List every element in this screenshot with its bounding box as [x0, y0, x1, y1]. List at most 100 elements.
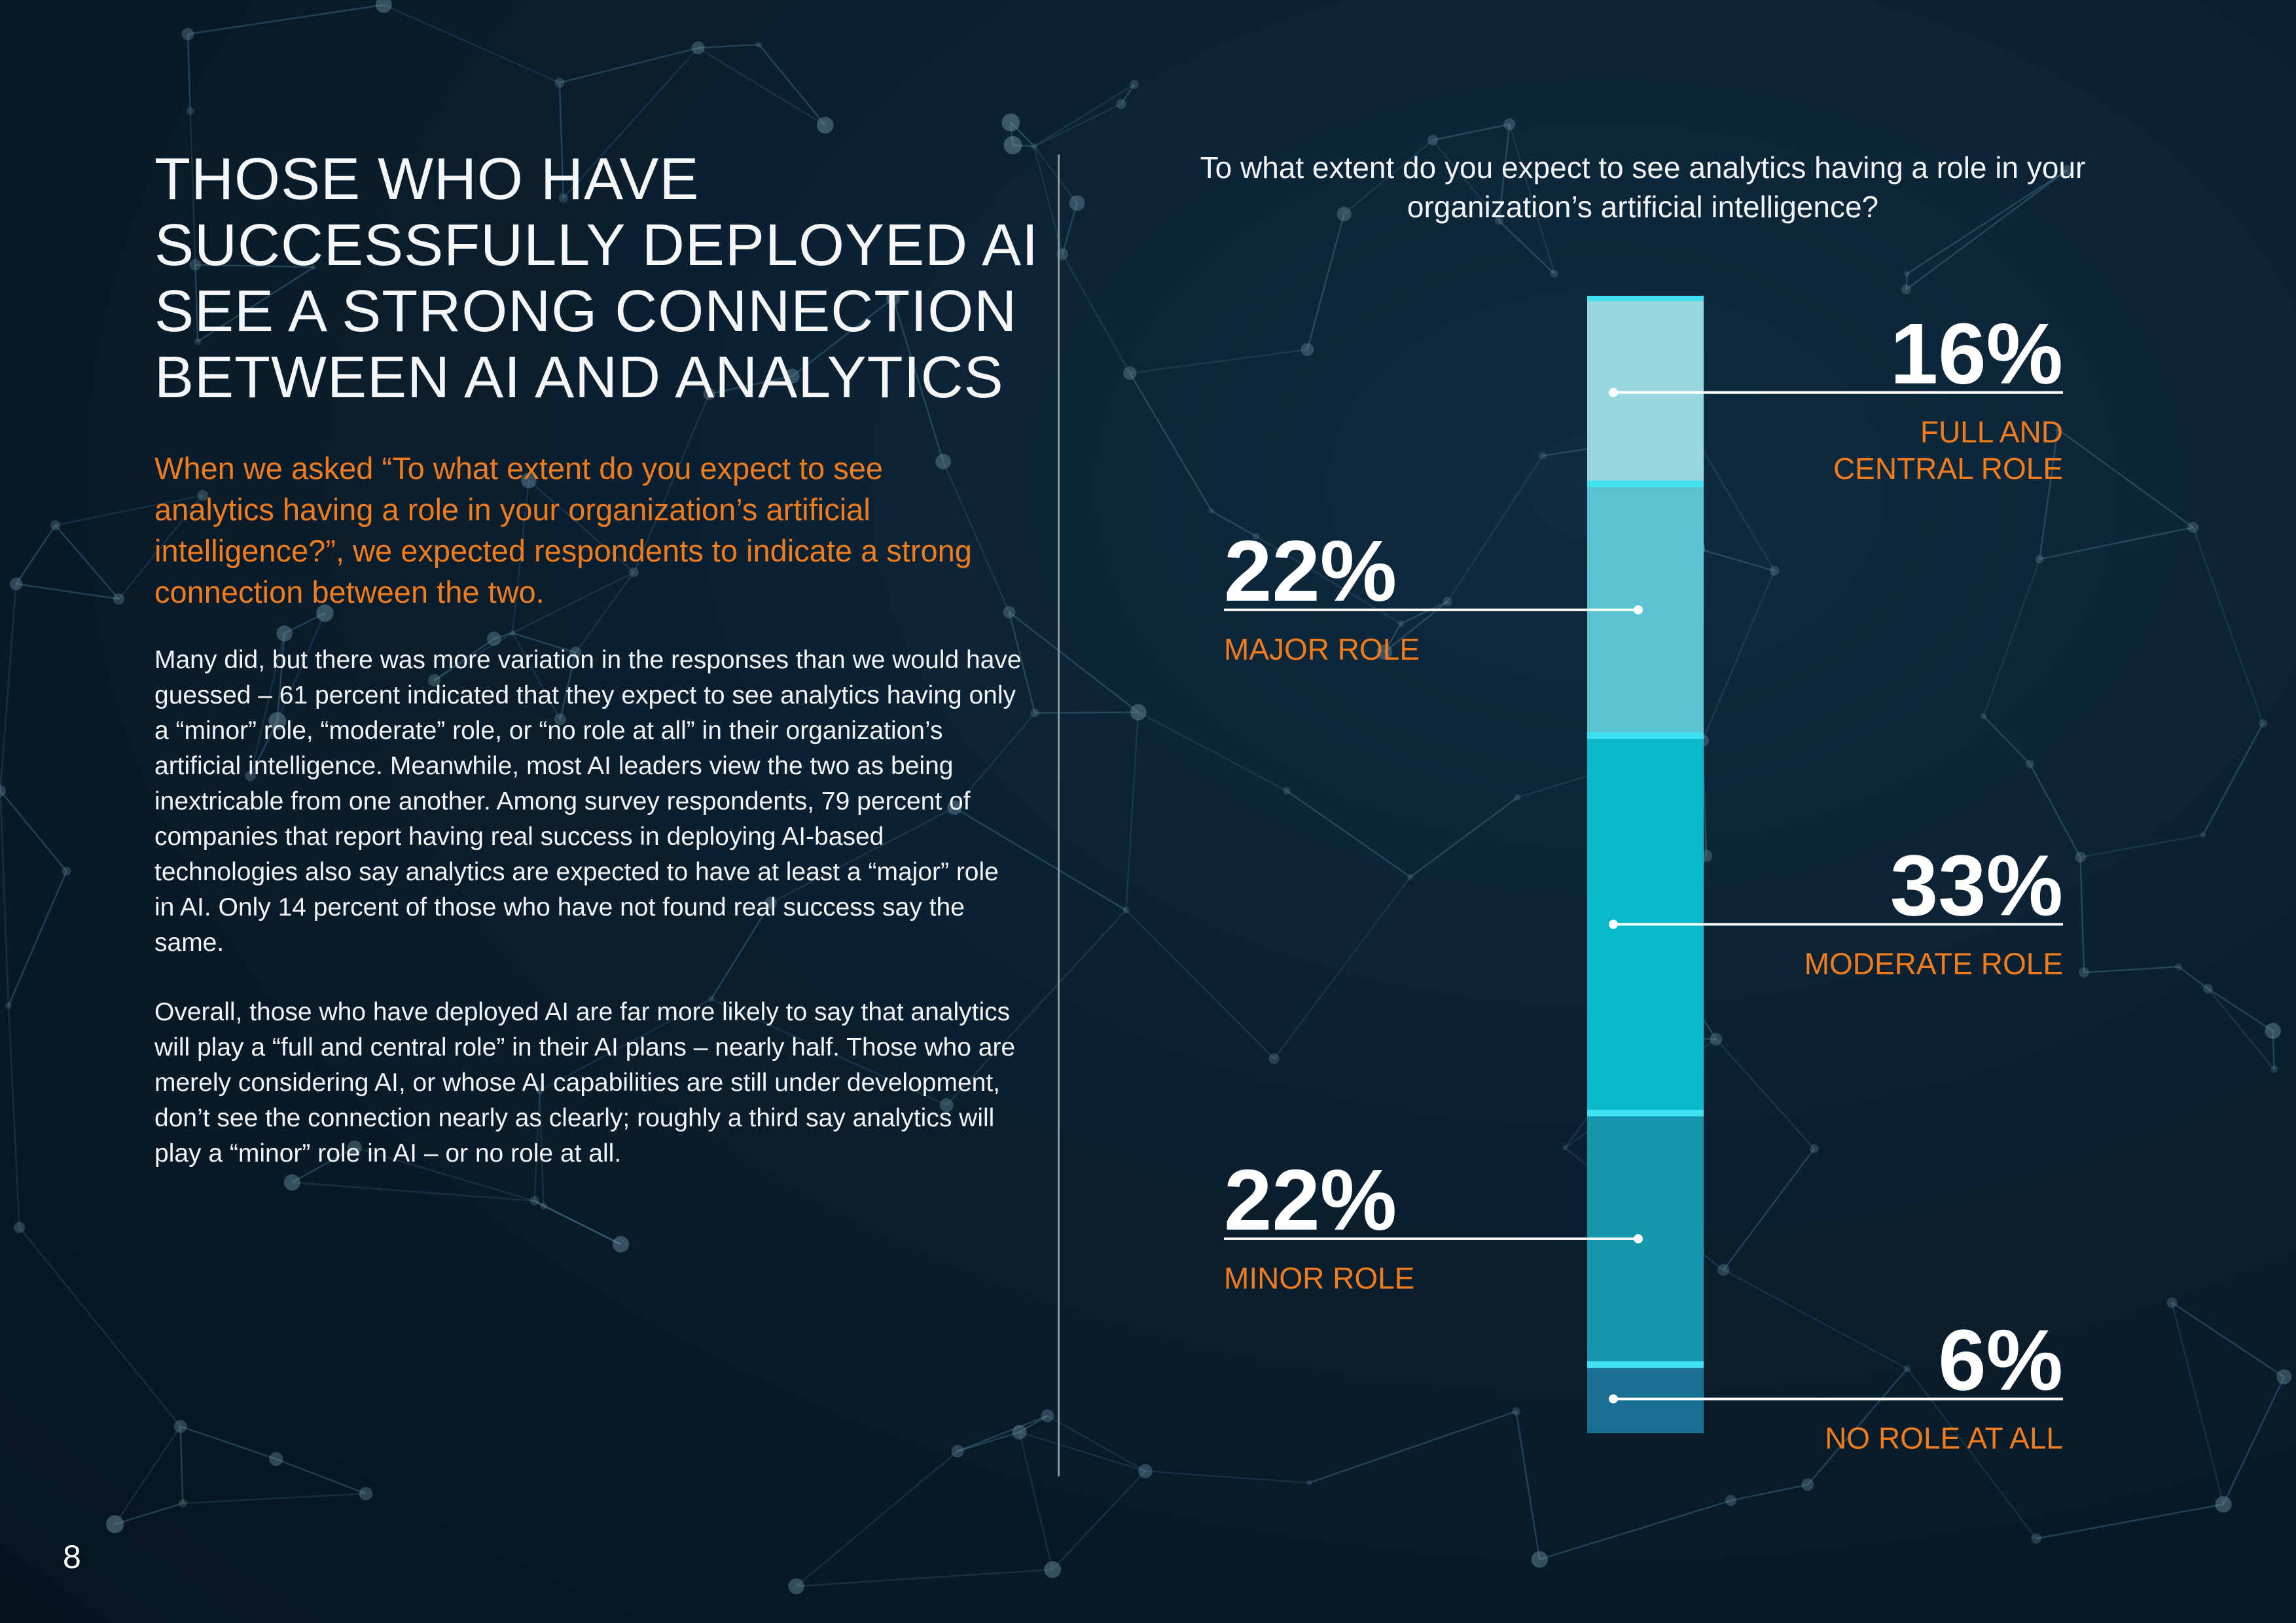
network-line: [1905, 169, 2068, 291]
network-node: [9, 577, 23, 591]
network-node: [189, 259, 202, 271]
value-label-moderate-role: 33%: [1890, 837, 2063, 933]
network-node: [521, 473, 537, 489]
network-line: [1035, 711, 1139, 714]
value-label-minor-role: 22%: [1224, 1152, 1397, 1248]
network-node: [1252, 532, 1260, 540]
network-line: [1010, 122, 1035, 147]
network-line: [1273, 876, 1411, 1060]
network-line: [0, 790, 67, 872]
network-node: [194, 338, 202, 346]
network-node: [935, 454, 951, 470]
network-node: [347, 1140, 362, 1155]
network-line: [758, 44, 826, 126]
network-line: [710, 902, 772, 1000]
network-line: [1410, 796, 1518, 878]
network-line: [187, 34, 191, 111]
network-line: [7, 870, 67, 1007]
network-line: [1905, 274, 1908, 290]
network-lines: [0, 4, 2285, 1588]
network-line: [1047, 1415, 1146, 1472]
network-node: [785, 368, 800, 384]
network-line: [539, 1090, 545, 1206]
network-line: [433, 637, 495, 681]
network-line: [954, 807, 1127, 911]
network-line: [539, 998, 712, 1092]
network-line: [180, 1425, 277, 1460]
network-line: [791, 298, 894, 377]
network-line: [291, 1147, 355, 1183]
network-line: [1731, 1484, 1808, 1502]
network-node: [269, 1452, 283, 1467]
network-line: [1033, 103, 1122, 147]
leader-dot: [1634, 1234, 1643, 1243]
network-node: [1717, 1264, 1730, 1276]
network-line: [1009, 611, 1139, 713]
network-line: [0, 790, 67, 872]
network-node: [2200, 832, 2206, 838]
network-node: [1003, 606, 1016, 618]
network-node: [283, 1174, 300, 1191]
network-line: [292, 1181, 535, 1202]
network-node: [1710, 1033, 1723, 1046]
body-paragraph-2: Overall, those who have deployed AI are …: [154, 998, 1016, 1168]
network-line: [249, 633, 285, 776]
network-line: [1723, 1269, 1908, 1370]
network-node: [1336, 206, 1352, 222]
network-line: [15, 524, 56, 584]
network-line: [16, 583, 119, 600]
network-line: [54, 524, 120, 599]
network-line: [711, 998, 947, 1106]
network-node: [2203, 984, 2213, 994]
network-node: [1503, 118, 1516, 130]
network-line: [957, 1431, 1020, 1452]
network-node: [540, 1202, 547, 1210]
network-line: [493, 632, 513, 640]
network-line: [1033, 84, 1135, 147]
network-line: [1062, 202, 1078, 255]
network-node: [1397, 620, 1405, 627]
network-node: [1376, 644, 1392, 660]
network-node: [1725, 1495, 1737, 1507]
network-line: [528, 480, 635, 573]
network-line: [1062, 253, 1131, 374]
network-line: [1120, 84, 1136, 105]
network-line: [1286, 790, 1411, 878]
network-line: [1432, 123, 1510, 141]
network-line: [1446, 455, 1543, 602]
network-node: [311, 264, 317, 270]
network-line: [0, 584, 17, 791]
leader-dot: [1609, 1394, 1618, 1404]
network-line: [946, 909, 1127, 1106]
network-line: [383, 4, 560, 84]
network-line: [1806, 1368, 1909, 1486]
network-node: [268, 712, 287, 730]
network-node: [1031, 143, 1037, 150]
network-node: [2054, 426, 2061, 433]
network-line: [276, 1458, 367, 1495]
network-line: [1130, 348, 1308, 374]
network-line: [2272, 1031, 2275, 1069]
network-node: [1443, 597, 1452, 607]
network-line: [942, 461, 1011, 613]
network-line: [1018, 1415, 1049, 1433]
network-line: [1138, 711, 1287, 792]
network-line: [114, 1425, 181, 1525]
network-line: [562, 47, 699, 199]
network-line: [1018, 1415, 1049, 1433]
network-line: [534, 1200, 544, 1207]
network-line: [533, 1090, 541, 1202]
network-line: [2222, 1376, 2285, 1505]
network-line: [7, 1005, 20, 1228]
network-node: [428, 674, 441, 687]
network-line: [1125, 909, 1275, 1060]
network-line: [511, 632, 561, 720]
network-line: [1010, 122, 1014, 145]
network-line: [55, 494, 203, 526]
network-line: [1696, 547, 1775, 572]
network-node: [1130, 704, 1147, 721]
network-line: [1009, 611, 1139, 713]
network-line: [957, 1415, 1049, 1452]
network-line: [954, 807, 1127, 911]
